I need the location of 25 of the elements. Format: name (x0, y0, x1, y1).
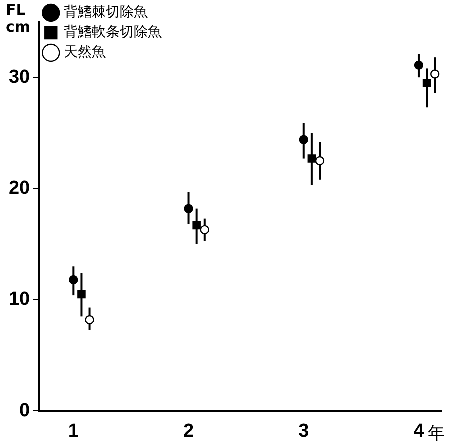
point (414, 60, 424, 70)
y-axis-title: FL cm (6, 1, 32, 36)
point (299, 135, 308, 144)
point (78, 290, 86, 299)
legend-label: 天然魚 (64, 44, 106, 61)
point (192, 221, 201, 230)
point (430, 70, 440, 79)
x-tick-label: 2 (183, 420, 194, 442)
x-axis-title: 年 (428, 423, 445, 445)
x-tick-label: 3 (298, 420, 310, 442)
y-tick-label: 10 (8, 289, 30, 310)
legend-label: 背鰭棘切除魚 (64, 4, 148, 21)
legend-label: 背鰭軟条切除魚 (64, 24, 162, 41)
x-tick-label: 1 (68, 420, 80, 442)
point (315, 156, 325, 166)
point (85, 315, 94, 325)
point (69, 275, 78, 285)
y-tick-label: 20 (8, 178, 30, 200)
x-tick-label: 4 (414, 420, 425, 442)
point (184, 204, 194, 214)
point (200, 225, 210, 235)
point (308, 154, 316, 163)
y-tick-label: 0 (20, 400, 30, 422)
y-tick-label: 30 (8, 66, 30, 88)
point (422, 79, 432, 88)
